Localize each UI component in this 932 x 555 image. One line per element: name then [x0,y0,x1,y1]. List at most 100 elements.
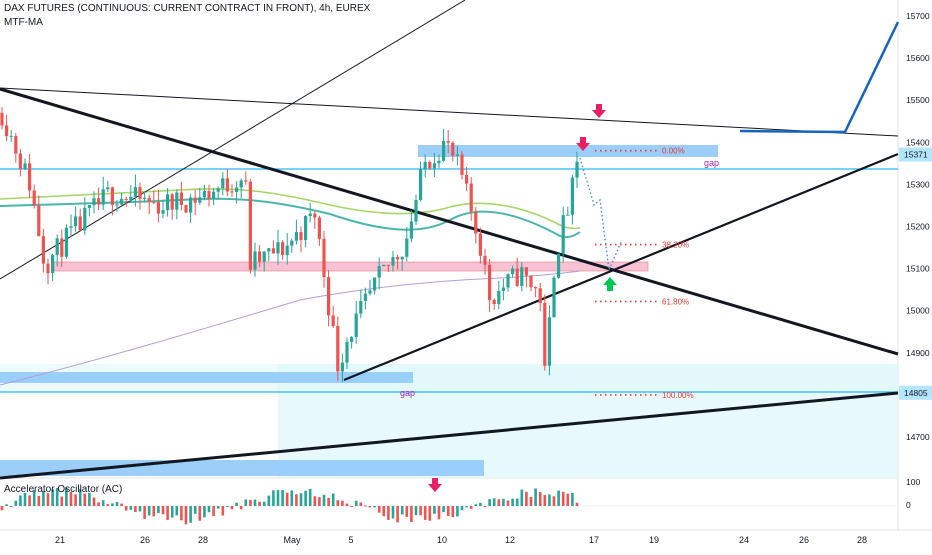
price-tick-label: 15000 [906,306,930,316]
bull-candle [400,256,404,271]
candle-body [465,174,469,184]
time-tick-label: 5 [348,535,353,545]
bull-candle [455,146,459,166]
osc-bar-up [400,506,404,515]
bull-candle [575,151,579,188]
candle-body [391,257,395,266]
bear-candle [386,264,390,272]
candle-body [221,178,225,189]
osc-bar-up [433,506,436,514]
candle-body [28,163,32,191]
osc-bar-down [83,493,87,506]
candle-body [258,251,262,262]
bull-candle [276,229,280,265]
candle-body [69,226,73,228]
bull-candle [216,186,220,200]
bull-candle [377,257,381,290]
osc-bar-down [9,506,13,507]
ma-green-line [0,188,581,230]
osc-bar-down [345,503,349,506]
osc-bar-up [262,501,266,506]
bear-candle [230,184,234,197]
osc-bar-down [60,496,64,506]
candle-body [129,196,133,200]
candle-body [382,264,386,267]
osc-bar-down [336,500,340,506]
candle-body [276,242,280,254]
candle-body [331,315,335,327]
bull-candle [285,233,289,265]
bull-candle [419,161,423,202]
osc-bar-up [115,502,119,506]
osc-bar-down [387,506,390,520]
price-tick-label: 15500 [906,95,930,105]
osc-bar-down [198,506,202,521]
candle-body [133,187,137,197]
candle-body [189,197,193,213]
bull-candle [423,154,427,178]
candle-body [400,256,404,260]
fib-label: 61.80% [662,297,689,306]
candle-body [253,251,257,270]
candle-body [115,204,119,206]
bear-candle [170,193,174,220]
time-tick-label: 21 [55,535,65,545]
osc-bar-up [78,489,82,506]
osc-bar-down [437,506,441,520]
bull-candle [340,353,344,383]
bear-candle [313,211,317,230]
osc-bar-up [290,490,294,506]
osc-bar-up [101,500,105,506]
bull-candle [129,185,133,202]
osc-bar-down [525,491,528,506]
osc-bar-down [161,506,165,515]
candle-body [566,214,570,216]
candle-body [225,178,229,192]
osc-bar-up [520,489,524,506]
candle-body [386,264,390,266]
candle-body [299,232,303,241]
candle-body [557,253,561,278]
candle-body [55,238,59,255]
bear-candle [428,160,432,170]
osc-bar-up [272,490,275,506]
osc-bar-down [249,499,252,506]
osc-bar-down [184,506,188,525]
bull-candle [405,226,409,262]
osc-bar-up [322,494,326,506]
trendline-steep [0,0,466,280]
osc-bar-down [529,496,533,506]
candle-body [216,188,220,192]
candle-body [106,187,110,190]
osc-bar-up [55,487,59,506]
bear-candle [32,184,36,209]
candle-body [271,248,275,254]
osc-bar-up [479,502,482,506]
fib-label: 0.00% [662,147,685,156]
osc-bar-up [19,495,22,506]
osc-bar-down [313,496,317,506]
osc-bar-down [350,506,353,507]
osc-bar-up [515,498,519,506]
candle-body [419,169,423,201]
bull-candle [506,273,510,292]
candle-body [101,189,105,205]
osc-bar-down [368,506,372,508]
candle-body [14,135,18,154]
price-badge-label: 15371 [904,150,928,160]
candle-body [248,181,252,270]
osc-bar-up [226,506,229,507]
chart-title: DAX FUTURES (CONTINUOUS: CURRENT CONTRAC… [4,3,371,14]
support-box [0,372,413,383]
bear-candle [327,270,331,327]
bear-candle [184,204,188,214]
bear-candle [248,178,252,274]
oscillator-bars [0,487,579,525]
candle-body [373,277,377,291]
candle-body [359,300,363,314]
fib-label: 100.00% [662,391,694,400]
candle-body [5,125,9,137]
osc-bar-down [166,506,169,520]
